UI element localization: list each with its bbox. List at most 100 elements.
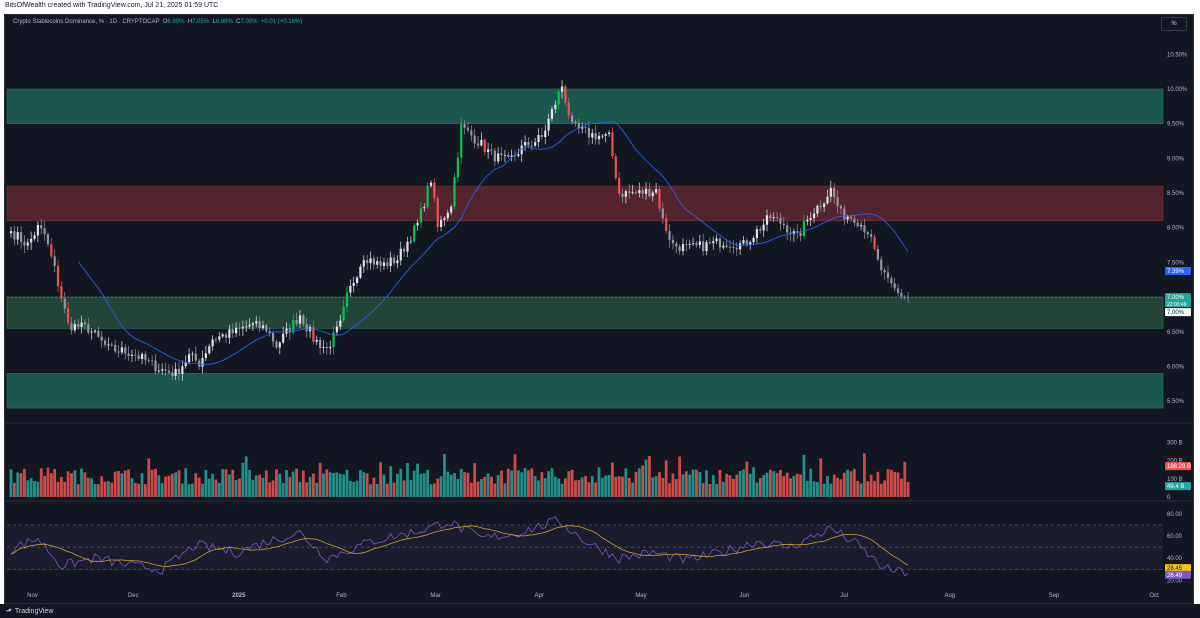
candle-body xyxy=(184,362,187,367)
candle-body xyxy=(510,155,513,157)
time-axis-label: 2025 xyxy=(232,593,246,599)
candles-group xyxy=(9,80,910,382)
candle-body xyxy=(873,236,876,249)
candle-body xyxy=(214,339,218,341)
candle-body xyxy=(856,222,859,227)
volume-bar xyxy=(254,475,258,497)
volume-bar xyxy=(742,469,745,497)
volume-tick-label: 200 B xyxy=(1167,459,1183,465)
volume-bar xyxy=(271,480,275,497)
volume-bar xyxy=(483,476,487,497)
volume-ma-badge: 49.4 B xyxy=(1167,484,1184,490)
candle-body xyxy=(476,143,480,146)
candle-body xyxy=(547,118,550,131)
candle-body xyxy=(261,325,265,329)
candle-body xyxy=(698,241,701,246)
volume-bar xyxy=(83,472,87,497)
candle-body xyxy=(46,234,50,245)
volume-bar xyxy=(701,483,705,497)
volume-bar xyxy=(469,482,473,497)
volume-bar xyxy=(799,474,802,497)
volume-bar xyxy=(228,474,231,497)
volume-bar xyxy=(755,482,759,497)
candle-body xyxy=(416,222,419,226)
volume-bar xyxy=(617,476,621,497)
candle-body xyxy=(305,324,308,332)
volume-bar xyxy=(144,484,147,497)
volume-bar xyxy=(805,480,809,497)
candle-body xyxy=(137,355,140,360)
legend-high: 7.05% xyxy=(192,19,210,25)
candle-body xyxy=(245,326,248,328)
volume-bar xyxy=(207,478,211,497)
candle-body xyxy=(880,259,883,271)
volume-bar xyxy=(594,482,598,497)
volume-bar xyxy=(9,469,13,497)
volume-bar xyxy=(678,456,682,497)
volume-bar xyxy=(553,476,557,497)
volume-bar xyxy=(291,471,295,497)
candle-body xyxy=(534,142,537,146)
volume-bar xyxy=(852,469,856,497)
candle-body xyxy=(456,157,459,178)
volume-bar xyxy=(107,481,110,497)
volume-bar xyxy=(523,468,527,497)
volume-bar xyxy=(379,462,382,497)
legend-low: 6.88% xyxy=(215,19,233,25)
candle-body xyxy=(691,243,695,245)
candle-body xyxy=(779,217,782,224)
price-tick-label: 6.00% xyxy=(1167,364,1185,370)
percent-scale-button[interactable]: % xyxy=(1161,17,1187,31)
volume-bar xyxy=(187,484,191,497)
chart-frame[interactable]: 10.50% 10.00% 9.50% 9.00% 8.50% 8.00% 7.50% 7.0… xyxy=(4,14,1194,604)
volume-bar xyxy=(305,482,309,497)
volume-bar xyxy=(624,468,628,497)
volume-bar xyxy=(580,477,584,497)
candle-body xyxy=(655,189,658,193)
volume-bar xyxy=(399,468,403,497)
candle-body xyxy=(708,242,711,244)
candle-body xyxy=(127,353,130,356)
candle-body xyxy=(453,177,456,207)
candle-body xyxy=(833,187,836,198)
volume-bar xyxy=(412,470,416,497)
volume-bar xyxy=(419,473,423,497)
volume-bar xyxy=(893,472,897,497)
volume-bar xyxy=(285,469,288,497)
volume-bar xyxy=(748,473,752,497)
volume-bar xyxy=(863,453,866,497)
candle-body xyxy=(628,191,631,193)
candle-body xyxy=(399,248,402,261)
candle-body xyxy=(53,256,56,266)
volume-bar xyxy=(836,477,839,497)
chart-canvas[interactable]: 10.50% 10.00% 9.50% 9.00% 8.50% 8.00% 7.50% 7.0… xyxy=(5,15,1194,604)
volume-bar xyxy=(33,480,36,497)
volume-bar xyxy=(473,463,477,497)
candle-body xyxy=(621,193,624,197)
candle-body xyxy=(836,197,839,206)
volume-bar xyxy=(816,482,819,497)
candle-body xyxy=(366,260,369,264)
volume-bar xyxy=(906,482,910,497)
candle-body xyxy=(712,241,715,244)
candle-body xyxy=(591,133,594,138)
volume-bar xyxy=(197,477,201,497)
tradingview-brand[interactable]: ⬏ TradingView xyxy=(6,607,53,615)
volume-bar xyxy=(466,472,470,497)
candle-body xyxy=(769,215,772,219)
volume-bar xyxy=(567,471,571,497)
volume-bar xyxy=(258,474,262,497)
candle-body xyxy=(722,245,725,248)
candle-body xyxy=(171,372,174,376)
volume-bar xyxy=(16,472,20,497)
volume-bar xyxy=(664,460,668,497)
candle-body xyxy=(339,320,342,327)
volume-bar xyxy=(651,477,655,497)
volume-bar xyxy=(355,480,359,497)
last-price-badge-countdown: 22:00:49 xyxy=(1167,302,1187,308)
candle-body xyxy=(191,353,194,355)
candle-body xyxy=(497,153,500,162)
candle-body xyxy=(450,206,453,213)
candle-body xyxy=(762,224,765,231)
legend-change: +0.01 (+0.16%) xyxy=(260,19,303,25)
